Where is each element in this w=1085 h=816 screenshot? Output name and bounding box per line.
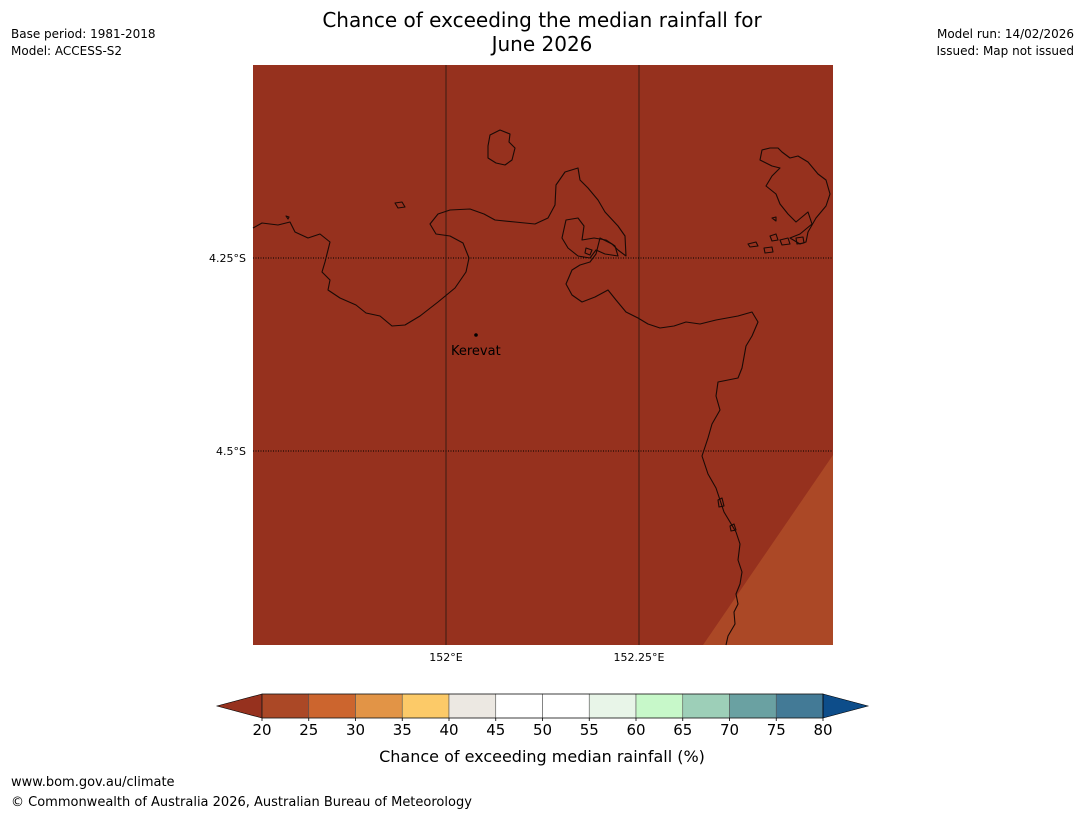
colorbar-tick-label: 70 [720, 721, 739, 739]
colorbar-extend-high [822, 693, 870, 719]
islet-east-1 [747, 241, 759, 248]
colorbar-extend-low [215, 693, 263, 719]
colorbar-box [448, 693, 497, 719]
colorbar-box [401, 693, 450, 719]
colorbar-box [775, 693, 824, 719]
colorbar-box [261, 693, 310, 719]
islet-small [584, 247, 593, 256]
colorbar-tick-label: 80 [813, 721, 832, 739]
colorbar-label: Chance of exceeding median rainfall (%) [379, 747, 705, 766]
model-name: Model: ACCESS-S2 [11, 44, 123, 58]
colorbar-box [682, 693, 730, 719]
islet-tiny [285, 215, 290, 220]
islet-east-3 [769, 233, 779, 242]
colorbar-box [495, 693, 543, 719]
islet-east-4 [779, 237, 791, 246]
map-corner-region [703, 455, 833, 645]
colorbar-tick-label: 55 [580, 721, 599, 739]
lat-label-4-5: 4.5°S [216, 445, 246, 458]
issued-status: Issued: Map not issued [936, 44, 1074, 58]
colorbar-box [542, 693, 590, 719]
lat-label-4-25: 4.25°S [209, 252, 246, 265]
base-period: Base period: 1981-2018 [11, 27, 156, 41]
map-title: Chance of exceeding the median rainfall … [242, 8, 842, 56]
colorbar-box [355, 693, 403, 719]
islands-east [759, 147, 831, 245]
colorbar-tick-label: 25 [299, 721, 318, 739]
colorbar [215, 693, 870, 719]
islet-east-2 [763, 246, 774, 254]
colorbar-tick-label: 30 [346, 721, 365, 739]
colorbar-tick-label: 50 [533, 721, 552, 739]
colorbar-ticks: 20 25 30 35 40 45 50 55 60 65 70 75 80 [252, 718, 833, 739]
title-line-2: June 2026 [491, 32, 593, 56]
title-line-1: Chance of exceeding the median rainfall … [322, 8, 762, 32]
islet-east-5 [795, 236, 805, 245]
colorbar-tick-label: 75 [767, 721, 786, 739]
kerevat-label: Kerevat [451, 344, 501, 359]
colorbar-tick-label: 35 [393, 721, 412, 739]
colorbar-box [308, 693, 356, 719]
meta-right: Model run: 14/02/2026 Issued: Map not is… [936, 26, 1074, 60]
colorbar-box [588, 693, 637, 719]
island-north [487, 129, 516, 166]
coastline-main [252, 167, 759, 646]
lon-label-152-25: 152.25°E [614, 651, 665, 664]
kerevat-marker [474, 333, 478, 337]
footer-url: www.bom.gov.au/climate [11, 775, 175, 790]
colorbar-tick-label: 20 [252, 721, 271, 739]
colorbar-box [729, 693, 777, 719]
colorbar-tick-label: 65 [673, 721, 692, 739]
meta-left: Base period: 1981-2018 Model: ACCESS-S2 [11, 26, 156, 60]
model-run: Model run: 14/02/2026 [936, 27, 1074, 41]
colorbar-tick-label: 60 [626, 721, 645, 739]
islet-shore-2 [729, 523, 737, 532]
islet-east-6 [771, 216, 777, 222]
map-background [253, 65, 833, 645]
colorbar-box [635, 693, 684, 719]
lon-label-152: 152°E [429, 651, 462, 664]
islet-west [394, 201, 406, 209]
islet-shore-1 [717, 497, 725, 508]
colorbar-tick-label: 45 [486, 721, 505, 739]
footer-copyright: © Commonwealth of Australia 2026, Austra… [11, 795, 472, 810]
colorbar-tick-label: 40 [439, 721, 458, 739]
inlet-loop [561, 217, 619, 259]
coastline [252, 129, 831, 646]
